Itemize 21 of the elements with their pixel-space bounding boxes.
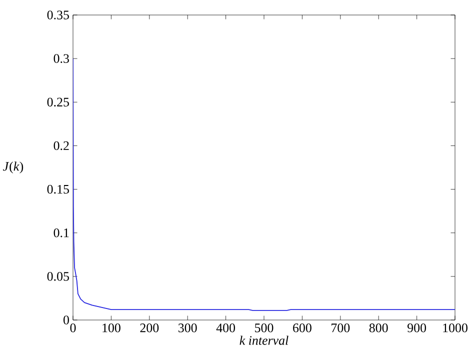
- x-tick-label: 500: [255, 324, 274, 332]
- x-tick-label: 600: [293, 324, 312, 332]
- y-tick-label: 0.35: [47, 10, 69, 20]
- x-tick-label: 400: [216, 324, 236, 332]
- y-tick-label: 0: [64, 316, 69, 324]
- y-tick-label: 0.15: [47, 184, 69, 194]
- y-tick-label: 0.05: [47, 272, 69, 281]
- x-tick-label: 100: [102, 324, 120, 332]
- y-tick-label: 0.2: [54, 141, 69, 150]
- y-axis-title: J(k): [3, 162, 24, 174]
- x-tick-label: 900: [408, 324, 426, 332]
- y-tick-label: 0.1: [54, 228, 69, 238]
- y-tick-label: 0.25: [47, 98, 69, 107]
- x-tick-label: 200: [140, 324, 159, 332]
- x-tick-label: 300: [178, 324, 197, 332]
- x-tick-label: 800: [369, 324, 388, 332]
- x-tick-label: 0: [70, 324, 76, 332]
- x-axis-title: k interval: [240, 336, 288, 345]
- x-tick-label: 1000: [443, 324, 468, 332]
- x-tick-label: 700: [332, 324, 350, 332]
- y-tick-label: 0.3: [54, 54, 69, 63]
